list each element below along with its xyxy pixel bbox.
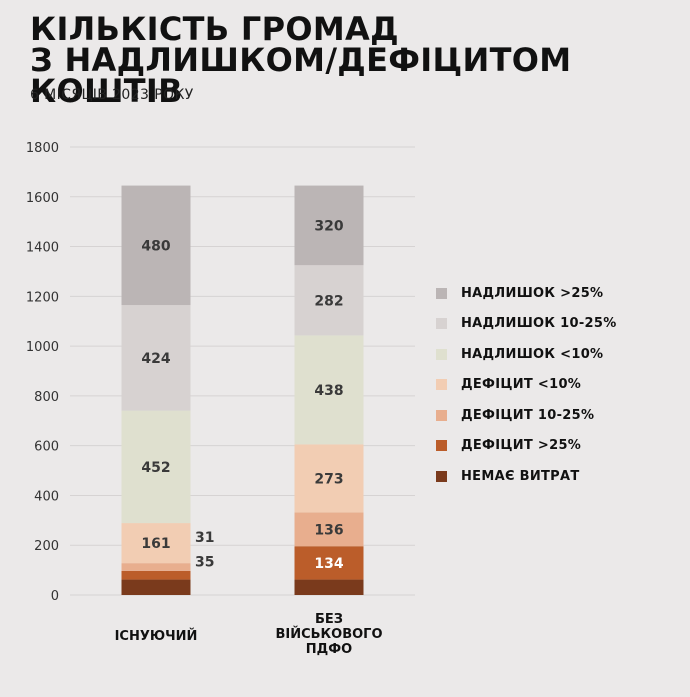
bar-segment [121, 579, 191, 595]
legend-swatch [436, 379, 447, 391]
bar-segment [121, 305, 191, 411]
chart-title-line-1: КІЛЬКІСТЬ ГРОМАД [30, 10, 399, 48]
chart-legend: НАДЛИШОК >25% НАДЛИШОК 10-25% НАДЛИШОК <10… [436, 278, 617, 492]
y-tick-label: 1000 [26, 340, 59, 355]
bar-segment [294, 335, 364, 445]
legend-item: ДЕФІЦИТ >25% [436, 431, 617, 462]
chart-subtitle: 6 МІСЯЦІВ 2023 РОКУ [30, 87, 194, 103]
legend-label: НАДЛИШОК <10% [461, 346, 604, 362]
bar-segment [121, 185, 191, 306]
bar-segment [121, 410, 191, 524]
y-tick-label: 800 [34, 390, 59, 405]
legend-label: ДЕФІЦИТ <10% [461, 377, 582, 393]
data-label: 480 [141, 238, 170, 254]
data-label: 134 [314, 556, 343, 572]
y-tick-label: 200 [34, 539, 59, 554]
x-tick-label: ВІЙСЬКОВОГО [275, 626, 382, 642]
legend-swatch [436, 440, 447, 452]
legend-label: НАДЛИШОК >25% [461, 285, 604, 301]
bar-segment [121, 570, 191, 580]
data-label: 424 [141, 351, 170, 367]
data-label: 438 [314, 383, 343, 399]
legend-swatch [436, 348, 447, 360]
bar-segment [294, 579, 364, 595]
data-label: 161 [141, 536, 170, 552]
bar-segment [294, 444, 364, 513]
data-label: 273 [314, 471, 343, 487]
x-tick-label: БЕЗ [315, 612, 343, 627]
chart-title: КІЛЬКІСТЬ ГРОМАД З НАДЛИШКОМ/ДЕФІЦИТОМ К… [30, 10, 680, 110]
legend-item: НАДЛИШОК <10% [436, 339, 617, 370]
bar-segment [121, 523, 191, 564]
bar-segment [121, 563, 191, 571]
legend-item: НЕМАЄ ВИТРАТ [436, 461, 617, 492]
data-label: 320 [314, 218, 343, 234]
y-tick-label: 1400 [26, 241, 59, 256]
bar-segment [294, 546, 364, 580]
legend-item: НАДЛИШОК 10-25% [436, 309, 617, 340]
y-tick-label: 400 [34, 489, 59, 504]
y-tick-label: 0 [51, 589, 59, 604]
bar-segment [294, 185, 364, 266]
x-tick-label: ІСНУЮЧИЙ [115, 628, 198, 644]
x-tick-label: ПДФО [306, 642, 352, 657]
bar-segment [294, 512, 364, 547]
legend-swatch [436, 409, 447, 421]
data-label: 31 [195, 530, 214, 546]
legend-item: ДЕФІЦИТ <10% [436, 370, 617, 401]
data-label: 136 [314, 522, 343, 538]
y-tick-label: 1800 [26, 141, 59, 156]
y-tick-label: 1600 [26, 191, 59, 206]
legend-swatch [436, 318, 447, 330]
data-label: 35 [195, 555, 214, 571]
data-label: 282 [314, 293, 343, 309]
chart-title-line-2: З НАДЛИШКОМ/ДЕФІЦИТОМ КОШТІВ [30, 41, 572, 110]
y-tick-label: 1200 [26, 290, 59, 305]
legend-item: ДЕФІЦИТ 10-25% [436, 400, 617, 431]
legend-label: НЕМАЄ ВИТРАТ [461, 468, 580, 484]
legend-swatch [436, 470, 447, 482]
y-tick-label: 600 [34, 440, 59, 455]
legend-label: НАДЛИШОК 10-25% [461, 316, 617, 332]
legend-label: ДЕФІЦИТ >25% [461, 438, 582, 454]
legend-swatch [436, 287, 447, 299]
bar-segment [294, 265, 364, 336]
legend-item: НАДЛИШОК >25% [436, 278, 617, 309]
data-label: 452 [141, 460, 170, 476]
legend-label: ДЕФІЦИТ 10-25% [461, 407, 595, 423]
